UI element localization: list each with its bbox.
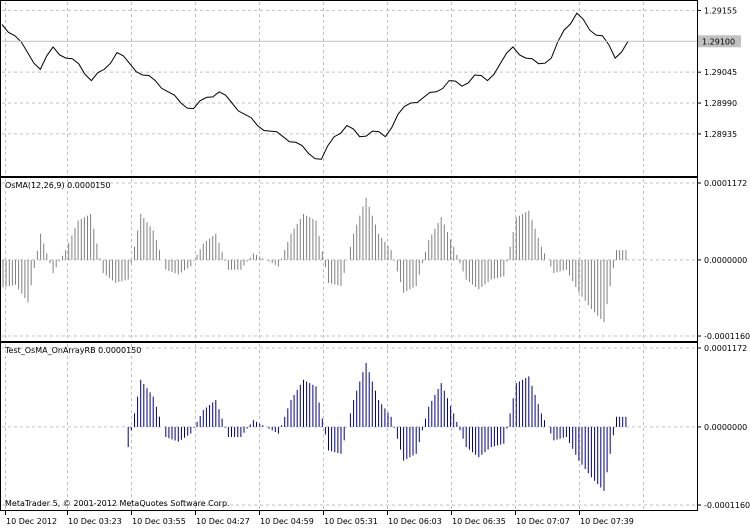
price-panel-frame bbox=[0, 0, 698, 177]
test-osma-tick-label: -0.0001160 bbox=[704, 501, 750, 510]
time-label: 10 Dec 07:07 bbox=[516, 517, 570, 526]
test-osma-panel-title: Test_OsMA_OnArrayRB 0.0000150 bbox=[4, 346, 141, 355]
price-series bbox=[1, 12, 697, 160]
current-price-label: 1.29100 bbox=[702, 37, 735, 46]
osma-panel-title: OsMA(12,26,9) 0.0000150 bbox=[5, 181, 110, 190]
time-label: 10 Dec 06:03 bbox=[388, 517, 442, 526]
grid-lines bbox=[2, 2, 697, 509]
price-tick-label: 1.28935 bbox=[704, 130, 737, 139]
time-label: 10 Dec 2012 bbox=[6, 517, 57, 526]
time-axis: 10 Dec 2012 10 Dec 03:23 10 Dec 03:55 10 De… bbox=[5, 511, 634, 526]
price-tick-label: 1.29155 bbox=[704, 6, 737, 15]
time-label: 10 Dec 03:23 bbox=[68, 517, 122, 526]
time-label: 10 Dec 04:59 bbox=[260, 517, 314, 526]
osma-histogram bbox=[2, 197, 627, 323]
time-label: 10 Dec 07:39 bbox=[580, 517, 634, 526]
current-price-badge bbox=[698, 35, 741, 48]
time-label: 10 Dec 03:55 bbox=[132, 517, 186, 526]
price-axis: 1.29155 1.29045 1.28990 1.28935 1.29100 0.000… bbox=[697, 6, 750, 510]
time-label: 10 Dec 05:31 bbox=[324, 517, 378, 526]
test-osma-tick-label: 0.0000000 bbox=[704, 423, 747, 432]
test-osma-tick-label: 0.0001172 bbox=[704, 344, 747, 353]
test-osma-histogram bbox=[127, 362, 627, 491]
price-line bbox=[1, 12, 629, 160]
osma-tick-label: 0.0000000 bbox=[704, 256, 747, 265]
osma-tick-label: -0.0001160 bbox=[704, 332, 750, 341]
copyright-text: MetaTrader 5, © 2001-2012 MetaQuotes Sof… bbox=[5, 499, 230, 508]
price-tick-label: 1.28990 bbox=[704, 99, 737, 108]
price-tick-label: 1.29045 bbox=[704, 68, 737, 77]
time-label: 10 Dec 06:35 bbox=[452, 517, 506, 526]
time-label: 10 Dec 04:27 bbox=[196, 517, 250, 526]
osma-tick-label: 0.0001172 bbox=[704, 179, 747, 188]
